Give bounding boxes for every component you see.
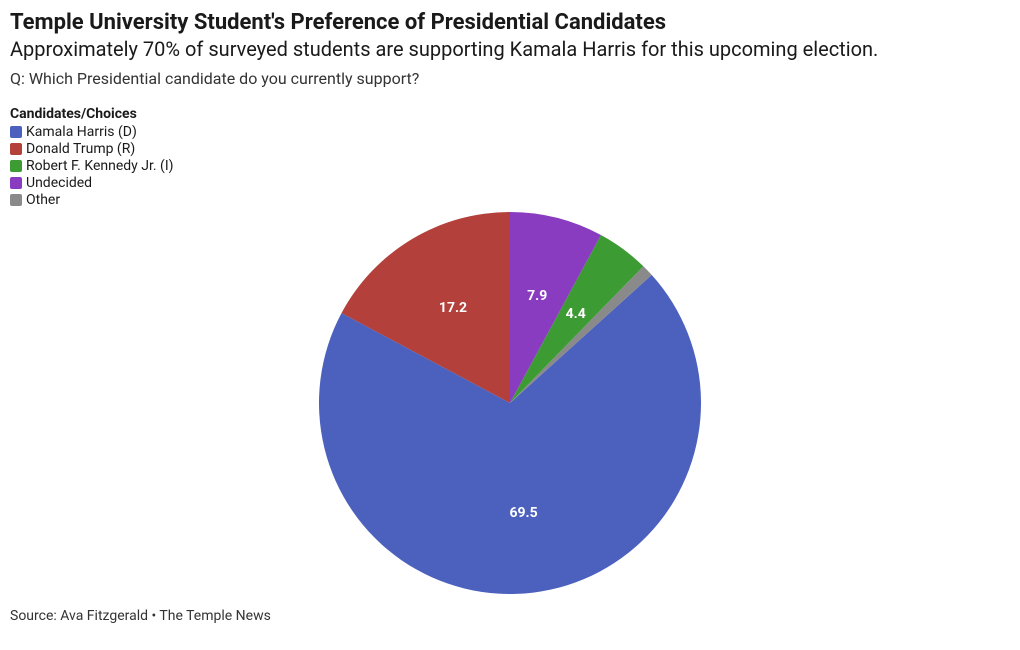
slice-value-label: 17.2 xyxy=(439,300,467,316)
legend-item: Other xyxy=(10,192,1010,208)
legend-item: Undecided xyxy=(10,175,1010,191)
legend-swatch xyxy=(10,143,22,155)
legend-title: Candidates/Choices xyxy=(10,106,1010,122)
legend-swatch xyxy=(10,126,22,138)
legend-label: Kamala Harris (D) xyxy=(26,124,137,140)
chart-title: Temple University Student's Preference o… xyxy=(10,10,1010,35)
source-footer: Source: Ava Fitzgerald • The Temple News xyxy=(10,608,1010,624)
slice-value-label: 69.5 xyxy=(509,505,537,521)
legend-swatch xyxy=(10,194,22,206)
chart-subtitle: Approximately 70% of surveyed students a… xyxy=(10,37,1010,61)
legend-swatch xyxy=(10,160,22,172)
pie-chart: 17.2 69.5 4.4 7.9 xyxy=(319,212,701,594)
legend: Kamala Harris (D)Donald Trump (R)Robert … xyxy=(10,124,1010,208)
legend-item: Robert F. Kennedy Jr. (I) xyxy=(10,158,1010,174)
legend-label: Undecided xyxy=(26,175,92,191)
legend-label: Other xyxy=(26,192,60,208)
legend-label: Donald Trump (R) xyxy=(26,141,135,157)
slice-value-label: 4.4 xyxy=(566,306,586,322)
legend-label: Robert F. Kennedy Jr. (I) xyxy=(26,158,174,174)
slice-value-label: 7.9 xyxy=(527,288,547,304)
legend-swatch xyxy=(10,177,22,189)
legend-item: Kamala Harris (D) xyxy=(10,124,1010,140)
survey-question: Q: Which Presidential candidate do you c… xyxy=(10,69,1010,88)
legend-item: Donald Trump (R) xyxy=(10,141,1010,157)
